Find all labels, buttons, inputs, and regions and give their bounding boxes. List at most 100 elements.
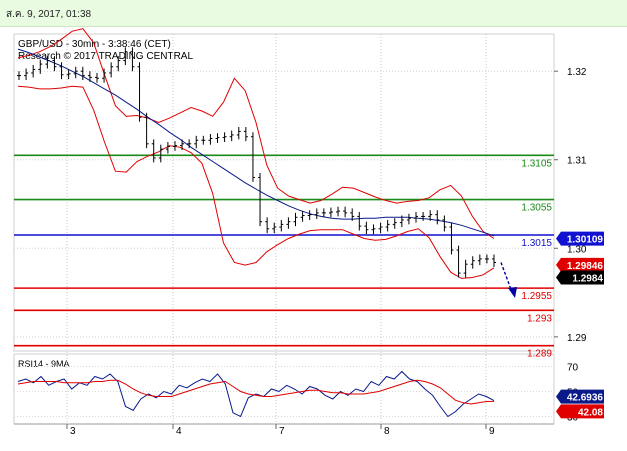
price-bar (265, 217, 270, 234)
price-bar (463, 259, 468, 278)
timestamp-bar: ส.ค. 9, 2017, 01:38 (0, 0, 627, 27)
level-label: 1.3055 (521, 203, 552, 214)
x-tick-label: 4 (176, 426, 182, 437)
price-bar (414, 211, 419, 223)
price-bar (208, 134, 213, 145)
rsi-tick-label: 70 (567, 363, 579, 374)
x-tick-label: 8 (384, 426, 390, 437)
price-bar (442, 215, 447, 232)
rsi-line-9ma (17, 379, 495, 405)
timestamp: ส.ค. 9, 2017, 01:38 (6, 9, 92, 20)
price-bar (243, 126, 248, 142)
y-tick-label: 1.32 (567, 67, 587, 78)
price-bar (87, 71, 92, 82)
price-bar (130, 47, 135, 72)
price-bar (17, 71, 21, 81)
rsi-panel (13, 353, 555, 425)
price-bar (229, 130, 234, 142)
svg-text:1.29846: 1.29846 (567, 261, 604, 272)
price-bar (456, 245, 461, 278)
price-bar (116, 56, 121, 72)
rsi-ma-tag: 42.08 (556, 404, 604, 419)
level-label: 1.289 (527, 349, 552, 360)
price-bar (38, 59, 43, 74)
price-bar (201, 135, 206, 145)
y-tick-label: 1.29 (567, 333, 587, 344)
price-bar (172, 141, 177, 151)
price-bar (406, 213, 411, 225)
price-bar (59, 62, 64, 80)
price-bar (31, 64, 36, 78)
price-bar (392, 218, 397, 229)
price-bar (272, 222, 277, 234)
price-bar (158, 144, 163, 163)
price-tag-last: 1.2984 (556, 270, 604, 285)
price-bar (66, 69, 71, 80)
y-tick-label: 1.30 (567, 244, 587, 255)
price-bar (428, 210, 433, 221)
price-bar (343, 206, 348, 218)
x-tick-label: 7 (279, 426, 285, 437)
svg-text:1.30109: 1.30109 (567, 235, 604, 246)
price-bar (293, 212, 298, 227)
svg-text:1.2984: 1.2984 (572, 273, 603, 284)
price-bar (328, 207, 333, 218)
price-bar (357, 211, 362, 231)
price-bar (165, 142, 170, 154)
svg-text:42.6936: 42.6936 (567, 393, 604, 404)
price-bar (399, 215, 404, 228)
price-bar (102, 68, 107, 83)
price-bar (258, 173, 263, 227)
price-bar (137, 62, 142, 122)
price-bar (144, 112, 149, 149)
price-bar (435, 210, 440, 225)
price-bar (321, 208, 326, 218)
forecast-arrow-shaft (500, 262, 513, 293)
price-bar (371, 224, 376, 235)
price-bar (484, 254, 489, 264)
price-bar (307, 210, 312, 220)
price-bar (151, 139, 156, 163)
price-bar (279, 219, 284, 232)
price-bar (24, 68, 29, 81)
price-bar (492, 254, 496, 267)
x-tick-label: 3 (70, 426, 76, 437)
level-label: 1.3105 (521, 158, 552, 169)
price-bar (250, 132, 255, 182)
price-bar (194, 135, 199, 149)
price-tag-ma: 1.30109 (556, 231, 604, 246)
price-bar (364, 221, 369, 235)
price-bar (123, 47, 128, 65)
level-label: 1.293 (527, 313, 552, 324)
price-bar (236, 126, 241, 140)
price-bar (180, 139, 185, 150)
price-bar (336, 206, 341, 217)
bollinger-upper (17, 28, 495, 239)
price-bar (470, 256, 475, 269)
price-bar (109, 62, 114, 78)
price-bar (187, 139, 192, 149)
price-bar (300, 211, 305, 222)
forecast-arrow-head (508, 286, 517, 298)
level-label: 1.2955 (521, 291, 552, 302)
price-bar (286, 217, 291, 229)
x-tick-label: 9 (489, 426, 495, 437)
price-bar (421, 211, 426, 221)
level-label: 1.3015 (521, 238, 552, 249)
price-bar (73, 66, 78, 79)
price-tag-band: 1.29846 (556, 257, 604, 272)
price-bar (314, 208, 319, 220)
bollinger-lower (17, 85, 495, 279)
svg-text:42.08: 42.08 (578, 407, 603, 418)
price-bar (80, 66, 85, 81)
y-tick-label: 1.31 (567, 156, 587, 167)
rsi-title: RSI14 - 9MA (18, 359, 70, 369)
price-bar (94, 72, 99, 83)
price-bar (350, 208, 355, 221)
rsi-tag: 42.6936 (556, 389, 604, 404)
price-bar (215, 133, 220, 143)
price-bar (385, 219, 390, 232)
price-bar (222, 132, 227, 143)
price-bar (477, 254, 482, 266)
